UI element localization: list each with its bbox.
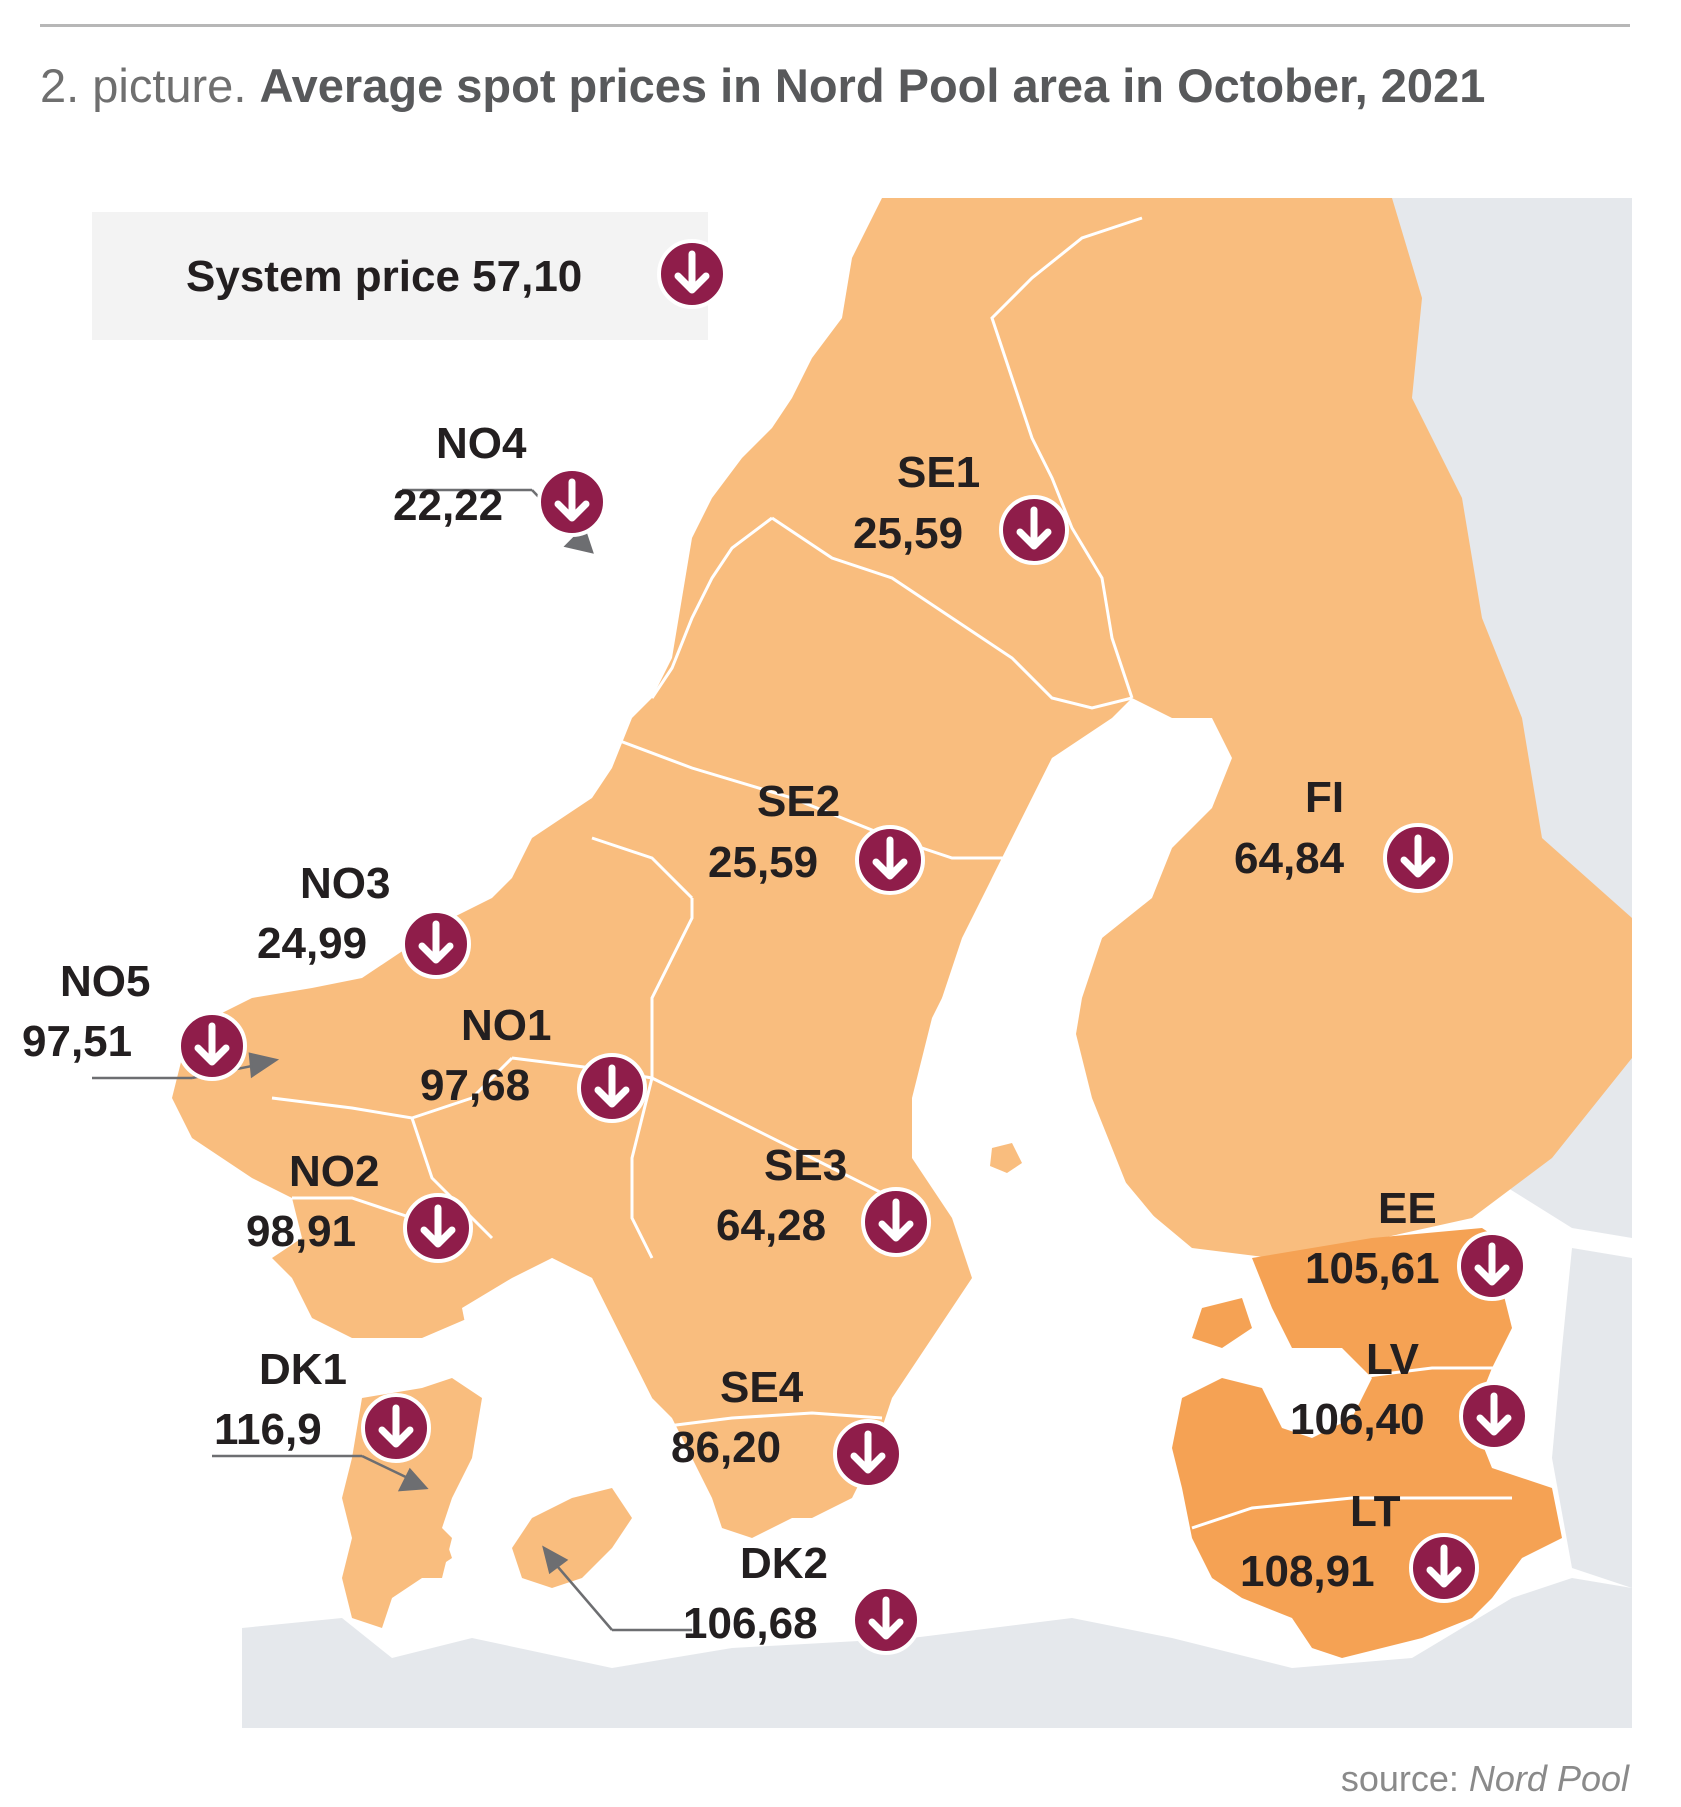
title-prefix: 2. picture.	[40, 59, 247, 112]
zone-label-se3: SE3	[764, 1141, 848, 1190]
zone-price-ee: 105,61	[1305, 1244, 1440, 1293]
zone-label-se2: SE2	[757, 777, 841, 826]
zone-label-no1: NO1	[461, 1001, 552, 1050]
border-lv-lt	[1191, 1496, 1512, 1530]
down-arrow-circle-icon	[833, 1419, 903, 1489]
land-saaremaa	[1192, 1298, 1252, 1348]
top-rule	[40, 24, 1630, 27]
title-text: Average spot prices in Nord Pool area in…	[259, 59, 1486, 112]
pointer-dk2-head	[542, 1545, 569, 1575]
zone-price-lv: 106,40	[1290, 1395, 1425, 1444]
pointer-dk2-d	[551, 1559, 613, 1631]
source-prefix: source:	[1340, 1758, 1459, 1799]
land-netherlands	[242, 1618, 392, 1728]
border-ee-lv	[1271, 1366, 1502, 1390]
land-gotland	[852, 1348, 892, 1418]
pointer-dk1-head	[397, 1467, 429, 1492]
zone-price-se1: 25,59	[853, 509, 964, 558]
down-arrow-circle-icon	[361, 1393, 431, 1463]
pointer-dk1-d	[361, 1454, 413, 1482]
down-arrow-circle-icon	[861, 1187, 931, 1257]
zone-label-lv: LV	[1366, 1335, 1419, 1384]
gulf-of-bothnia	[932, 718, 1212, 1258]
border-no5-no1	[410, 1117, 494, 1240]
zone-price-no3: 24,99	[257, 919, 368, 968]
zone-label-se4: SE4	[720, 1363, 804, 1412]
zone-price-se2: 25,59	[708, 838, 819, 887]
down-arrow-circle-icon	[1457, 1231, 1527, 1301]
zone-price-dk2: 106,68	[683, 1599, 818, 1648]
zone-label-dk2: DK2	[740, 1539, 829, 1588]
pointer-no5-head	[248, 1052, 280, 1079]
zone-price-no4: 22,22	[393, 481, 504, 530]
border-no3-se2	[650, 898, 694, 1078]
zone-label-no3: NO3	[300, 859, 391, 908]
source-name: Nord Pool	[1468, 1758, 1629, 1799]
zone-label-no2: NO2	[289, 1147, 380, 1196]
down-arrow-circle-icon	[1383, 823, 1453, 893]
down-arrow-circle-icon	[851, 1585, 921, 1655]
zone-borders	[271, 216, 1512, 1530]
border-se3-se4	[651, 1411, 883, 1430]
zone-label-no5: NO5	[60, 957, 151, 1006]
down-arrow-circle-icon	[403, 1193, 473, 1263]
page-title: 2. picture. Average spot prices in Nord …	[40, 58, 1485, 113]
border-se1-north	[771, 516, 1133, 710]
border-no1-se3-south	[630, 1077, 654, 1259]
zone-price-se4: 86,20	[671, 1423, 782, 1472]
zone-label-no4: NO4	[436, 419, 527, 468]
zone-price-no2: 98,91	[246, 1207, 357, 1256]
land-oland	[820, 1408, 837, 1488]
zone-label-ee: EE	[1378, 1184, 1437, 1233]
zone-price-se3: 64,28	[716, 1201, 827, 1250]
down-arrow-circle-icon	[657, 239, 727, 309]
zone-label-se1: SE1	[897, 448, 981, 497]
land-funen	[392, 1518, 452, 1578]
down-arrow-circle-icon	[1459, 1381, 1529, 1451]
zone-price-lt: 108,91	[1240, 1547, 1375, 1596]
zone-label-lt: LT	[1350, 1487, 1401, 1536]
down-arrow-circle-icon	[401, 909, 471, 979]
border-no4-se1	[650, 516, 773, 699]
down-arrow-circle-icon	[855, 825, 925, 895]
down-arrow-circle-icon	[1409, 1533, 1479, 1603]
down-arrow-circle-icon	[537, 467, 607, 537]
zone-price-fi: 64,84	[1234, 834, 1345, 883]
system-price-box	[92, 212, 708, 340]
land-belarus-russia	[1552, 1248, 1632, 1588]
zone-price-no5: 97,51	[22, 1017, 133, 1066]
down-arrow-circle-icon	[999, 495, 1069, 565]
skagerrak	[462, 1258, 652, 1408]
zone-price-dk1: 116,9	[214, 1405, 322, 1454]
land-dk2	[512, 1488, 632, 1588]
land-aland	[990, 1143, 1022, 1173]
zone-label-fi: FI	[1305, 773, 1345, 822]
border-no1-se3	[511, 1056, 893, 1200]
border-se1-se2	[611, 736, 1032, 860]
down-arrow-circle-icon	[177, 1011, 247, 1081]
zone-label-dk1: DK1	[259, 1345, 348, 1394]
land-europe	[352, 1578, 1632, 1728]
system-price-label: System price 57,10	[186, 252, 583, 301]
border-se1-fi	[990, 216, 1143, 699]
down-arrow-circle-icon	[577, 1053, 647, 1123]
source-note: source: Nord Pool	[1341, 1758, 1629, 1800]
border-no4-no3	[591, 836, 694, 900]
zone-price-no1: 97,68	[420, 1061, 531, 1110]
